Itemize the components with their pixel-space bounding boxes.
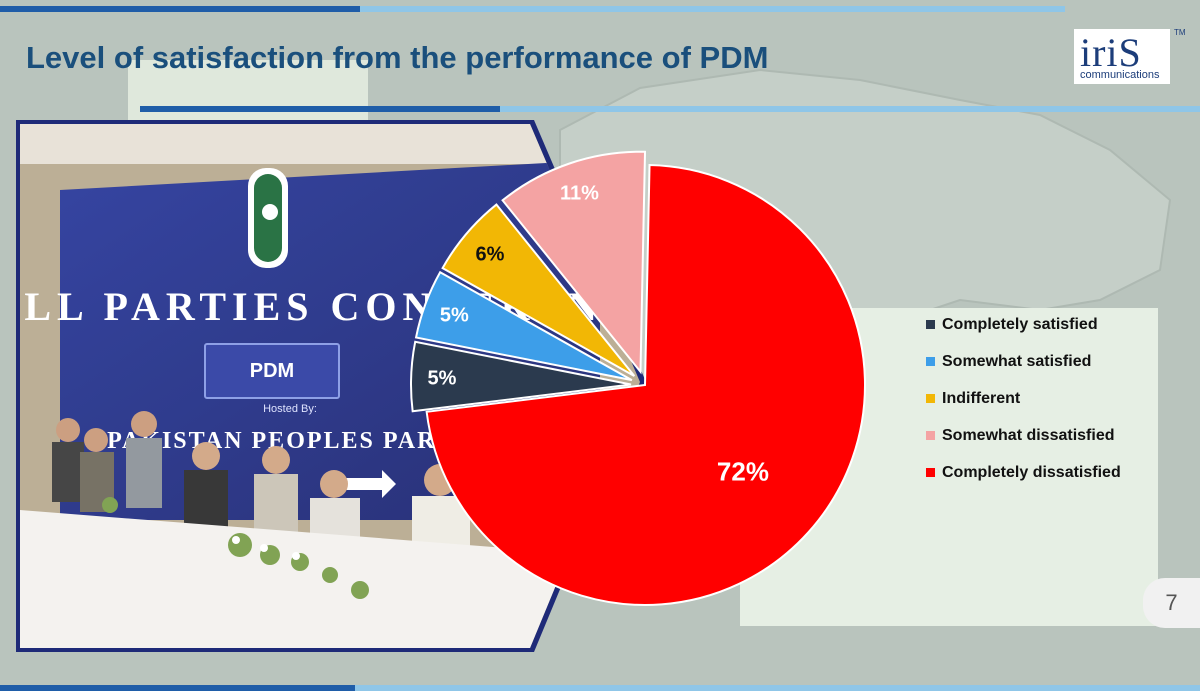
pie-slice-indifferent [441, 203, 636, 377]
pie-slice-completely-dissatisfied [425, 164, 866, 606]
top-accent-bar [0, 6, 360, 12]
legend-item: Somewhat satisfied [926, 343, 1121, 380]
legend-label: Completely satisfied [942, 315, 1098, 333]
legend-swatch [926, 394, 935, 403]
legend-swatch [926, 468, 935, 477]
data-label-indifferent: 6% [476, 244, 505, 266]
pie-slice-somewhat-dissatisfied [501, 150, 647, 375]
legend-item: Completely dissatisfied [926, 454, 1121, 491]
title-underline-dark [140, 106, 500, 112]
legend-swatch [926, 357, 935, 366]
logo-subtitle: communications [1080, 69, 1160, 81]
data-label-somewhat-satisfied: 5% [440, 305, 469, 327]
legend-item: Indifferent [926, 380, 1121, 417]
logo-trademark: TM [1174, 28, 1186, 37]
data-label-somewhat-dissatisfied: 11% [560, 183, 599, 205]
slide-title: Level of satisfaction from the performan… [26, 40, 769, 75]
legend-item: Completely satisfied [926, 306, 1121, 343]
bottom-accent-bar-light [355, 685, 1200, 691]
iris-logo: iriS communications [1074, 29, 1170, 84]
legend-swatch [926, 320, 935, 329]
logo-wordmark: iriS [1080, 30, 1142, 75]
bottom-accent-bar [0, 685, 355, 691]
pie-slice-completely-satisfied [410, 340, 632, 413]
chart-legend: Completely satisfied Somewhat satisfied In… [926, 306, 1121, 491]
legend-label: Somewhat satisfied [942, 352, 1092, 370]
legend-swatch [926, 431, 935, 440]
pie-slice-somewhat-satisfied [414, 270, 633, 382]
top-accent-bar-light [360, 6, 1065, 12]
legend-label: Indifferent [942, 389, 1021, 407]
legend-label: Somewhat dissatisfied [942, 426, 1115, 444]
legend-label: Completely dissatisfied [942, 463, 1121, 481]
page-number: 7 [1143, 578, 1200, 628]
title-underline-light [500, 106, 1200, 112]
data-label-completely-satisfied: 5% [427, 368, 456, 390]
legend-item: Somewhat dissatisfied [926, 417, 1121, 454]
pdm-badge: PDM [204, 343, 340, 399]
data-label-completely-dissatisfied: 72% [717, 456, 769, 486]
